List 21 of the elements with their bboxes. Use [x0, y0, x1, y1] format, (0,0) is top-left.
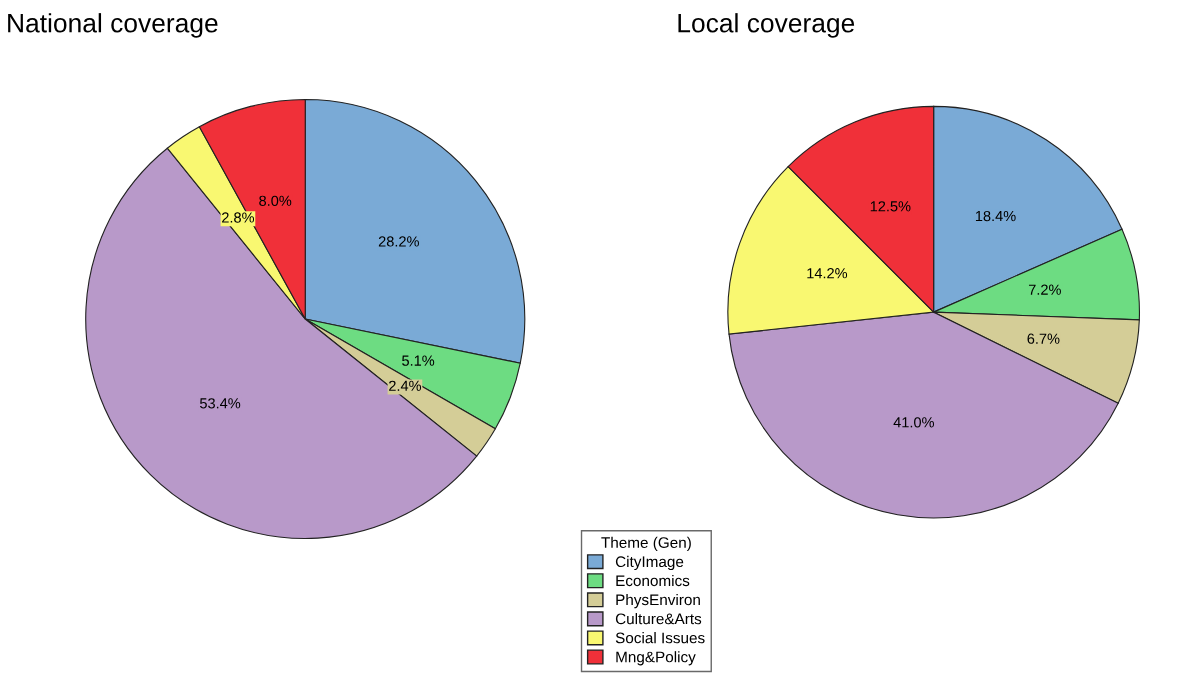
data-label: 28.2%	[378, 236, 419, 247]
data-label: 14.2%	[807, 268, 848, 279]
data-label: 12.5%	[870, 201, 911, 212]
chart-title: National coverage	[8, 13, 218, 38]
data-label: 6.7%	[1027, 333, 1060, 344]
data-label: 2.8%	[222, 212, 255, 223]
data-label: 8.0%	[259, 195, 292, 206]
data-label: 7.2%	[1028, 284, 1061, 295]
legend-title: Theme (Gen)	[601, 536, 691, 552]
data-label: 53.4%	[199, 398, 241, 409]
legend-label: CityImage	[615, 555, 684, 571]
data-label: 5.1%	[402, 355, 435, 366]
legend-label: PhysEnviron	[616, 593, 700, 609]
legend-label: Mng&Policy	[616, 651, 696, 666]
chart-title: Local coverage	[678, 13, 855, 38]
legend-label: Social Issues	[615, 632, 705, 644]
data-label: 41.0%	[893, 417, 935, 428]
legend-label: Economics	[616, 574, 690, 587]
data-label: 18.4%	[975, 210, 1016, 222]
data-label: 2.4%	[389, 380, 422, 391]
legend-label: Culture&Arts	[615, 613, 702, 625]
